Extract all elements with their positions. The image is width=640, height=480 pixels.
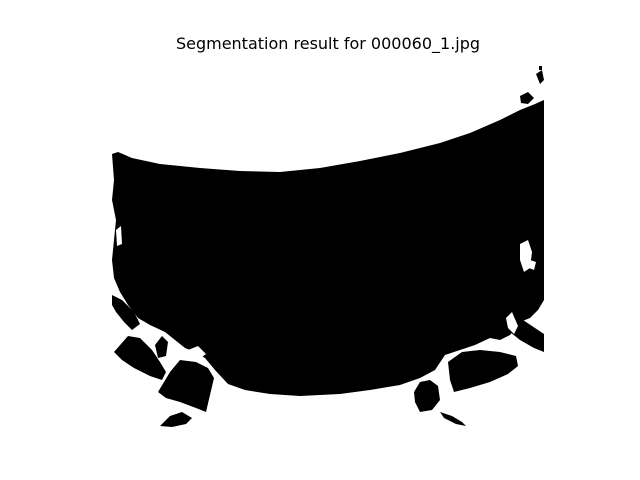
mask-hole-right [520,240,532,272]
mask-lower-left-chunk-2 [158,360,214,412]
mask-lower-left-chunk-1 [114,336,166,380]
mask-bottom-left-sliver [160,412,192,427]
mask-hole-right-3 [506,312,518,334]
mask-main-region [112,100,544,396]
mask-hole-right-2 [529,260,536,270]
mask-top-right-speck-3 [539,66,542,70]
mask-top-right-speck-1 [520,92,534,104]
mask-lower-right-sliver [440,412,466,426]
mask-top-right-speck-2 [536,70,544,84]
mask-small-chunk [155,336,168,358]
mask-hole-bottom-left [188,346,206,360]
mask-hole-left [116,226,122,246]
mask-lower-right-chunk-2 [414,380,440,412]
mask-left-fragment [112,295,140,330]
figure-title: Segmentation result for 000060_1.jpg [175,34,481,53]
mask-lower-right-chunk-1 [448,350,518,392]
